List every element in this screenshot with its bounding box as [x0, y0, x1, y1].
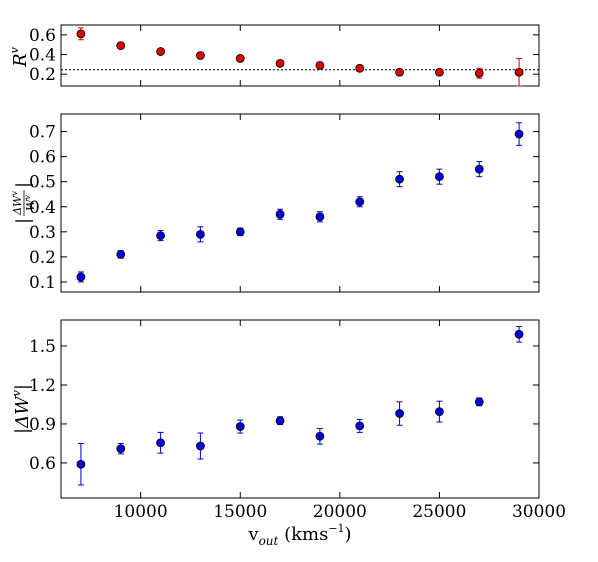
data-point	[395, 67, 404, 77]
y-tick-label: 0.4	[29, 198, 56, 218]
panel-absolute-width-change: 0.6 0.9 1.2 1.5 10000 15000 20000 25000 30000 |…	[10, 319, 566, 548]
data-point	[514, 129, 524, 139]
data-point	[196, 51, 205, 60]
y-axis-ticks: 0.20.40.6	[29, 26, 539, 85]
x-tick-label: 10000	[114, 502, 168, 522]
x-axis-ticks: 10000 15000 20000 25000 30000	[114, 320, 566, 522]
data-point	[474, 397, 484, 407]
y-tick-label: 0.2	[29, 65, 56, 85]
data-point	[76, 272, 86, 282]
data-point	[474, 164, 484, 174]
data-point	[235, 54, 245, 63]
data-point	[435, 67, 444, 77]
y-tick-label: 1.5	[29, 337, 56, 357]
panel-relative-width-change: 0.10.20.30.40.50.60.7 | | ΔWv Wv	[10, 113, 540, 293]
x-axis-ticks	[140, 114, 540, 292]
y-axis-label: Rv	[8, 46, 31, 68]
y-axis-ticks: 0.6 0.9 1.2 1.5	[29, 337, 539, 474]
data-point	[116, 41, 126, 51]
data-point	[275, 58, 285, 68]
data-point	[116, 444, 126, 454]
abs-bar-right: |	[13, 182, 34, 188]
data-point	[196, 229, 205, 239]
plot-frame	[60, 319, 540, 499]
data-point	[275, 416, 285, 426]
x-tick-label: 30000	[512, 502, 566, 522]
data-point	[235, 227, 245, 237]
data-point	[395, 174, 404, 184]
y-tick-label: 0.5	[29, 173, 56, 193]
data-point	[514, 67, 524, 77]
data-point	[474, 68, 484, 78]
data-point	[116, 249, 126, 259]
data-point	[315, 60, 325, 70]
y-tick-label: 0.7	[29, 123, 56, 143]
data-point	[395, 409, 404, 418]
y-axis-ticks: 0.1 0.2 0.3 0.4 0.5 0.6 0.7	[29, 123, 539, 293]
data-points	[76, 122, 524, 283]
data-point	[275, 209, 285, 219]
data-point	[435, 172, 444, 182]
data-point	[435, 407, 444, 416]
data-point	[514, 329, 524, 339]
y-tick-label: 1.2	[29, 376, 56, 396]
data-points	[76, 325, 524, 486]
data-point	[156, 231, 165, 240]
plot-frame	[60, 113, 540, 293]
data-point	[156, 438, 165, 448]
panel-r-ratio: 0.20.40.6 Rv	[8, 24, 540, 87]
y-tick-label: 0.3	[29, 223, 56, 243]
y-tick-label: 0.6	[29, 26, 56, 46]
x-tick-label: 20000	[313, 502, 367, 522]
y-tick-label: 0.6	[29, 148, 56, 168]
x-tick-label: 15000	[213, 502, 267, 522]
y-axis-label: |ΔWv|	[10, 384, 33, 434]
data-point	[76, 29, 86, 39]
data-point	[235, 422, 245, 431]
y-tick-label: 0.4	[29, 46, 56, 66]
data-points	[76, 27, 524, 87]
plot-frame	[60, 24, 540, 87]
data-point	[315, 212, 325, 222]
y-tick-label: 0.6	[29, 454, 56, 474]
x-axis-ticks	[140, 25, 540, 86]
y-tick-label: 0.1	[29, 273, 56, 293]
data-point	[76, 459, 86, 469]
data-point	[355, 421, 365, 431]
x-tick-label: 25000	[412, 502, 466, 522]
y-tick-label: 0.9	[29, 415, 56, 435]
y-tick-label: 0.2	[29, 248, 56, 268]
data-point	[315, 431, 325, 441]
data-point	[355, 197, 365, 207]
data-point	[156, 47, 165, 56]
x-axis-label: vout (kms−1)	[247, 522, 351, 548]
data-point	[355, 63, 365, 73]
data-point	[196, 441, 205, 451]
abs-bar-left: |	[13, 218, 34, 224]
fraction-numerator: ΔWv	[10, 191, 24, 216]
